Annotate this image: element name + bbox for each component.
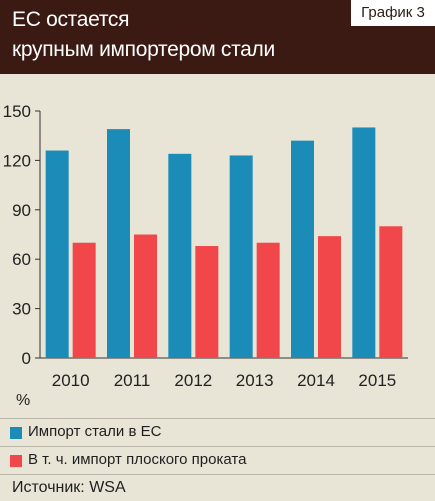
legend-item-flat-imports: В т. ч. импорт плоского проката — [0, 446, 435, 475]
bar-flat-imports-2011 — [134, 234, 157, 358]
source-note: Источник: WSA — [0, 474, 435, 501]
x-tick-label: 2011 — [114, 371, 151, 390]
legend-label: Импорт стали в ЕС — [28, 423, 162, 440]
y-tick-label: 60 — [12, 250, 31, 269]
bar-steel-imports-2010 — [45, 150, 69, 358]
legend-item-steel-imports: Импорт стали в ЕС — [0, 418, 435, 447]
legend-swatch-red — [10, 455, 22, 467]
bar-flat-imports-2014 — [318, 236, 341, 358]
chart-title-line-2: крупным импортером стали — [12, 38, 275, 61]
y-tick-label: 120 — [3, 151, 31, 170]
x-tick-label: 2010 — [52, 371, 90, 390]
bar-steel-imports-2013 — [229, 155, 253, 358]
x-tick-label: 2012 — [174, 371, 212, 390]
bar-steel-imports-2014 — [291, 140, 314, 358]
x-tick-label: 2014 — [297, 371, 335, 390]
bar-flat-imports-2012 — [195, 246, 219, 358]
y-tick-label: 0 — [22, 349, 31, 368]
bar-steel-imports-2015 — [352, 127, 376, 358]
chart-header: ЕС остается крупным импортером стали Гра… — [0, 0, 435, 74]
bar-steel-imports-2011 — [107, 129, 130, 358]
legend-swatch-blue — [10, 427, 22, 439]
y-tick-label: 90 — [12, 201, 31, 220]
chart-number-badge: График 3 — [351, 0, 435, 26]
unit-label: % — [16, 392, 31, 409]
x-tick-label: 2013 — [236, 371, 274, 390]
y-tick-label: 150 — [3, 102, 31, 121]
bar-flat-imports-2010 — [72, 242, 96, 358]
chart-title-line-1: ЕС остается — [12, 8, 130, 31]
legend-label: В т. ч. импорт плоского проката — [28, 451, 247, 468]
bar-steel-imports-2012 — [168, 153, 192, 358]
bar-flat-imports-2015 — [379, 226, 403, 358]
x-tick-label: 2015 — [358, 371, 396, 390]
bar-flat-imports-2013 — [256, 242, 280, 358]
source-text: Источник: WSA — [12, 479, 126, 496]
y-tick-label: 30 — [12, 300, 31, 319]
